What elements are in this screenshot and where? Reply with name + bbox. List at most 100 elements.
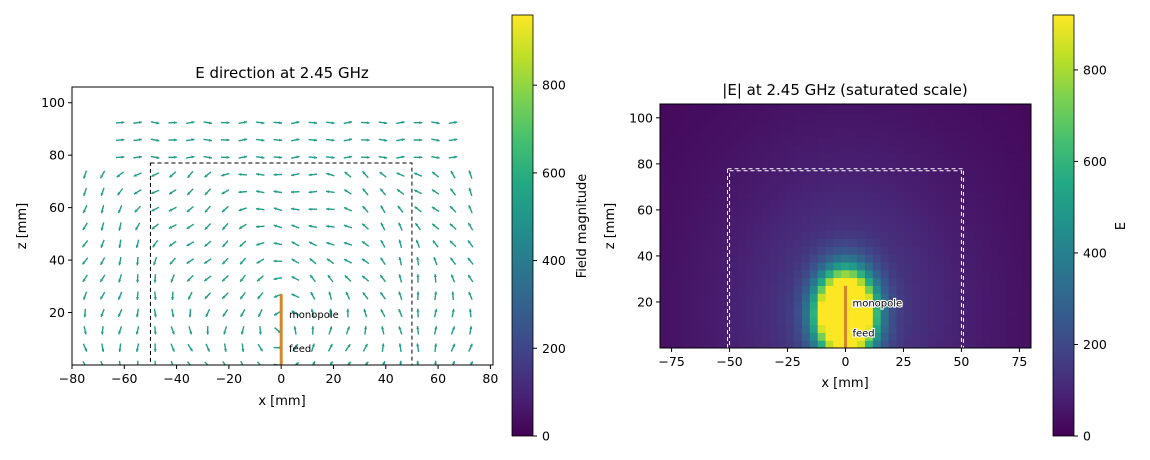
- heatmap-cell: [746, 222, 756, 232]
- heatmap-cell: [872, 340, 882, 348]
- quiver-arrowhead: [258, 313, 262, 317]
- heatmap-cell: [667, 238, 677, 247]
- heatmap-cell: [872, 128, 882, 138]
- heatmap-cell: [912, 104, 921, 106]
- heatmap-cell: [912, 144, 921, 153]
- heatmap-cell: [683, 230, 693, 240]
- heatmap-cell: [912, 113, 921, 122]
- quiver-arrows: [81, 120, 474, 369]
- heatmap-cell: [770, 230, 779, 240]
- heatmap-cell: [849, 324, 858, 333]
- heatmap-cell: [801, 167, 811, 177]
- heatmap-cell: [770, 332, 779, 341]
- quiver-x-tick-label: −80: [59, 371, 85, 386]
- heatmap-y-tick-label: 60: [637, 202, 653, 217]
- quiver-arrowhead: [311, 343, 315, 347]
- heatmap-cell: [872, 175, 882, 185]
- heatmap-cell: [715, 332, 724, 341]
- heatmap-cell: [730, 199, 740, 208]
- heatmap-cell: [888, 277, 898, 286]
- heatmap-cell: [872, 121, 882, 130]
- heatmap-cell: [857, 167, 866, 177]
- quiver-colorbar-tick-label: 800: [542, 78, 566, 93]
- heatmap-cell: [833, 324, 842, 333]
- heatmap-cell: [943, 152, 953, 161]
- heatmap-cell: [683, 293, 693, 302]
- heatmap-cell: [967, 238, 976, 247]
- heatmap-cell: [683, 113, 693, 122]
- heatmap-cell: [841, 269, 850, 279]
- quiver-arrowhead: [156, 121, 160, 125]
- heatmap-cell: [809, 269, 819, 279]
- quiver-arrowhead: [414, 172, 418, 176]
- heatmap-cell: [762, 238, 771, 247]
- heatmap-cell: [904, 175, 913, 185]
- heatmap-cell: [778, 222, 787, 232]
- heatmap-cell: [841, 207, 850, 216]
- heatmap-cell: [935, 285, 945, 294]
- heatmap-cell: [920, 104, 929, 106]
- heatmap-cell: [935, 332, 945, 341]
- heatmap-cell: [683, 269, 693, 279]
- heatmap-cell: [715, 136, 724, 146]
- heatmap-cell: [928, 152, 937, 161]
- heatmap-cell: [849, 332, 858, 341]
- heatmap-cell: [683, 104, 693, 106]
- heatmap-cell: [833, 222, 842, 232]
- quiver-arrowhead: [256, 260, 260, 264]
- quiver-arrowhead: [454, 155, 458, 159]
- heatmap-cell: [951, 160, 961, 169]
- heatmap-cell: [864, 308, 874, 318]
- quiver-arrowhead: [168, 225, 173, 229]
- quiver-arrowhead: [314, 155, 318, 159]
- heatmap-cell: [746, 246, 756, 255]
- quiver-arrowhead: [136, 366, 139, 369]
- heatmap-cell: [699, 199, 708, 208]
- heatmap-cell: [896, 340, 905, 348]
- heatmap-cell: [778, 269, 787, 279]
- quiver-arrowhead: [243, 155, 247, 159]
- quiver-arrowhead: [223, 331, 227, 335]
- heatmap-cell: [691, 254, 701, 263]
- heatmap-cell: [999, 121, 1008, 130]
- heatmap-cell: [872, 277, 882, 286]
- heatmap-cell: [841, 175, 850, 185]
- heatmap-cell: [959, 269, 969, 279]
- heatmap-cell: [912, 136, 921, 146]
- heatmap-cell: [864, 277, 874, 286]
- heatmap-cell: [770, 152, 779, 161]
- heatmap-cell: [928, 222, 937, 232]
- heatmap-cell: [983, 105, 992, 114]
- heatmap-cell: [707, 340, 716, 348]
- heatmap-cell: [983, 183, 992, 193]
- heatmap-cell: [943, 308, 953, 318]
- heatmap-cell: [754, 340, 764, 348]
- quiver-arrowhead: [153, 262, 157, 266]
- quiver-arrowhead: [309, 258, 313, 262]
- heatmap-cell: [967, 128, 976, 138]
- heatmap-cell: [935, 230, 945, 240]
- quiver-arrowhead: [326, 258, 331, 262]
- heatmap-cell: [991, 246, 1000, 255]
- heatmap-cell: [675, 277, 685, 286]
- heatmap-cell: [691, 324, 701, 333]
- heatmap-cell: [754, 230, 764, 240]
- heatmap-cell: [1014, 324, 1024, 333]
- heatmap-cell: [864, 285, 874, 294]
- quiver-arrowhead: [208, 156, 212, 160]
- quiver-arrowhead: [308, 224, 312, 228]
- heatmap-cell: [707, 136, 716, 146]
- heatmap-cell: [1022, 167, 1031, 177]
- heatmap-cell: [770, 121, 779, 130]
- heatmap-cell: [817, 222, 827, 232]
- heatmap-cell: [928, 269, 937, 279]
- heatmap-cell: [699, 144, 708, 153]
- heatmap-cell: [991, 230, 1000, 240]
- quiver-arrowhead: [467, 257, 471, 261]
- heatmap-y-tick-label: 20: [637, 294, 653, 309]
- heatmap-cell: [872, 308, 882, 318]
- quiver-arrowhead: [436, 156, 440, 160]
- heatmap-cell: [1006, 308, 1016, 318]
- quiver-arrowhead: [398, 326, 402, 330]
- heatmap-cell: [841, 183, 850, 193]
